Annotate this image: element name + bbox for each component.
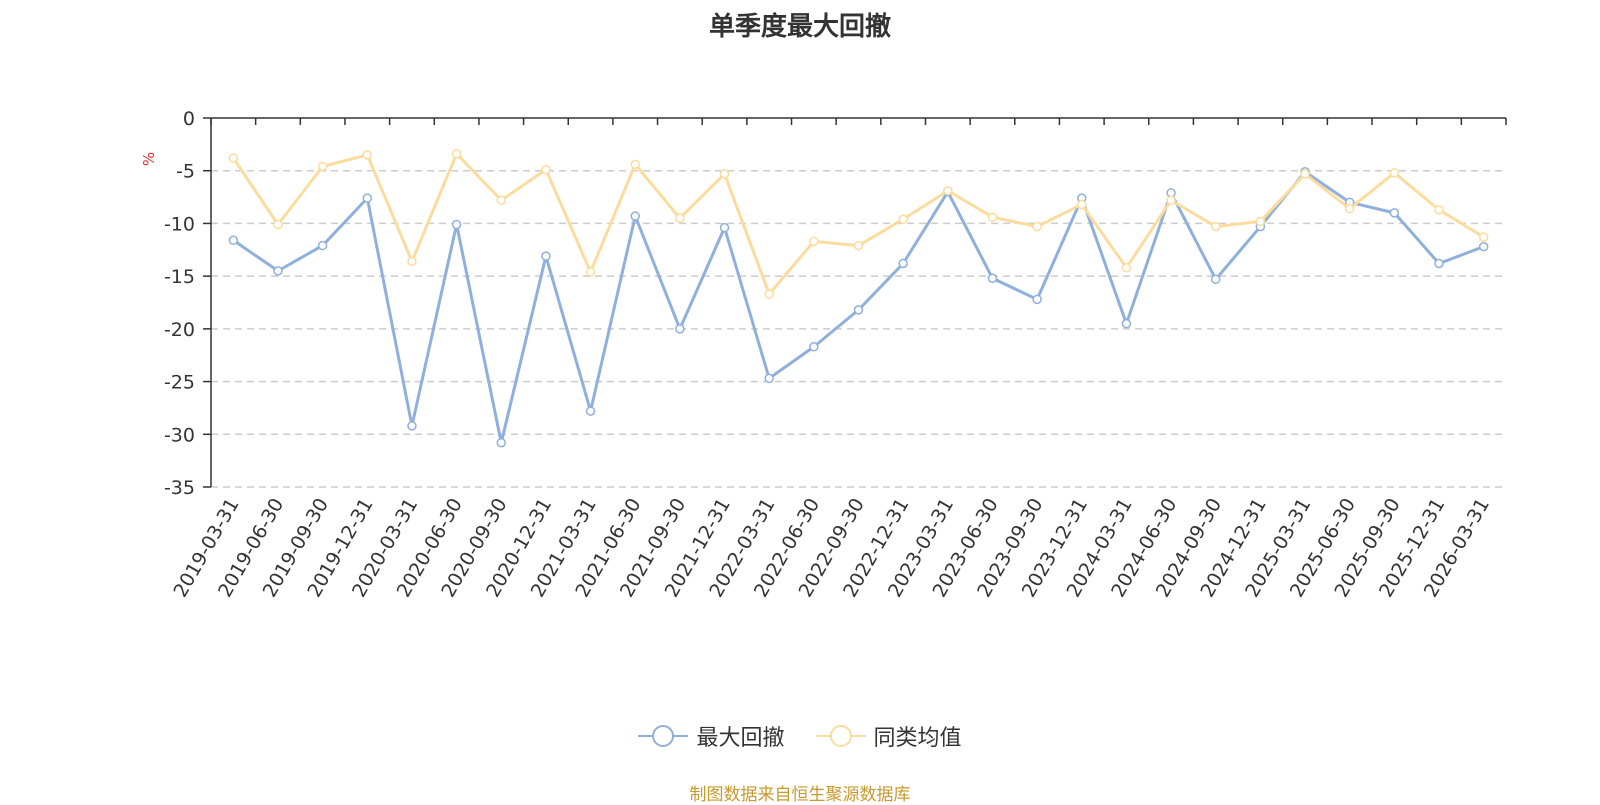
data-point-series-0 xyxy=(898,258,908,269)
y-tick-label: -25 xyxy=(164,372,195,394)
data-point-series-1 xyxy=(853,240,864,251)
data-point-series-1 xyxy=(451,149,462,159)
data-point-series-0 xyxy=(273,266,283,276)
data-point-series-1 xyxy=(1210,221,1221,232)
y-tick-label: -10 xyxy=(164,213,195,235)
data-point-series-1 xyxy=(1434,204,1444,215)
y-tick-label: -30 xyxy=(164,424,195,446)
axes: 0-5-10-15-20-25-30-352019-03-312019-06-3… xyxy=(164,108,1507,601)
data-point-series-1 xyxy=(1389,168,1400,178)
data-point-series-1 xyxy=(1077,199,1087,210)
data-point-series-1 xyxy=(898,214,908,224)
legend-marker-peer-average-icon xyxy=(815,725,866,747)
series-layer xyxy=(228,149,1489,448)
legend-item-max-drawdown[interactable]: 最大回撤 xyxy=(638,720,785,752)
legend-marker-max-drawdown-icon xyxy=(638,725,689,747)
data-point-series-1 xyxy=(585,267,596,277)
data-point-series-0 xyxy=(317,240,328,251)
data-point-series-1 xyxy=(1166,195,1176,205)
data-point-series-0 xyxy=(764,373,774,384)
data-point-series-1 xyxy=(1255,216,1266,227)
y-tick-label: -15 xyxy=(164,266,195,288)
data-point-series-1 xyxy=(1344,203,1355,214)
data-point-series-0 xyxy=(1389,208,1400,218)
data-point-series-1 xyxy=(541,164,551,175)
legend-item-peer-average[interactable]: 同类均值 xyxy=(815,720,962,752)
data-point-series-0 xyxy=(719,222,730,233)
data-point-series-1 xyxy=(987,212,998,222)
data-point-series-0 xyxy=(1032,294,1042,305)
data-point-series-0 xyxy=(1434,258,1444,269)
data-point-series-0 xyxy=(1121,318,1132,329)
data-point-series-1 xyxy=(630,159,640,170)
data-point-series-0 xyxy=(585,406,596,416)
data-point-series-1 xyxy=(1121,262,1132,273)
data-point-series-0 xyxy=(630,211,640,221)
data-point-series-1 xyxy=(496,195,507,205)
data-point-series-0 xyxy=(496,437,507,448)
data-point-series-0 xyxy=(1478,241,1489,252)
y-tick-label: -5 xyxy=(176,161,195,183)
data-point-series-1 xyxy=(1300,169,1310,179)
data-point-series-0 xyxy=(228,235,239,246)
data-point-series-0 xyxy=(675,324,685,334)
data-point-series-1 xyxy=(362,150,373,160)
data-point-series-1 xyxy=(943,185,953,196)
data-point-series-0 xyxy=(407,421,417,431)
y-tick-label: -20 xyxy=(164,319,195,341)
legend: 最大回撤 同类均值 xyxy=(0,720,1600,755)
data-point-series-1 xyxy=(228,153,239,163)
source-note: 制图数据来自恒生聚源数据库 xyxy=(689,785,911,805)
data-point-series-1 xyxy=(1032,221,1042,232)
y-axis-unit-label: % xyxy=(140,152,158,166)
data-point-series-1 xyxy=(764,289,774,299)
legend-label-max-drawdown: 最大回撤 xyxy=(696,726,785,751)
data-point-series-0 xyxy=(853,305,864,315)
legend-label-peer-average: 同类均值 xyxy=(873,726,962,751)
data-point-series-0 xyxy=(362,193,373,203)
y-tick-label: -35 xyxy=(164,477,195,499)
data-point-series-0 xyxy=(987,273,998,284)
data-point-series-0 xyxy=(1210,274,1221,285)
data-point-series-0 xyxy=(809,342,819,352)
y-tick-label: 0 xyxy=(183,108,195,130)
data-point-series-0 xyxy=(451,219,462,230)
grid-lines xyxy=(211,169,1506,488)
data-point-series-1 xyxy=(1478,232,1489,242)
data-point-series-0 xyxy=(541,251,551,261)
data-point-series-1 xyxy=(273,219,283,230)
data-point-series-1 xyxy=(809,236,819,247)
data-point-series-1 xyxy=(317,161,328,172)
chart-title: 单季度最大回撤 xyxy=(708,12,891,42)
data-point-series-1 xyxy=(675,213,685,223)
data-point-series-1 xyxy=(719,169,730,179)
data-point-series-1 xyxy=(407,256,417,267)
